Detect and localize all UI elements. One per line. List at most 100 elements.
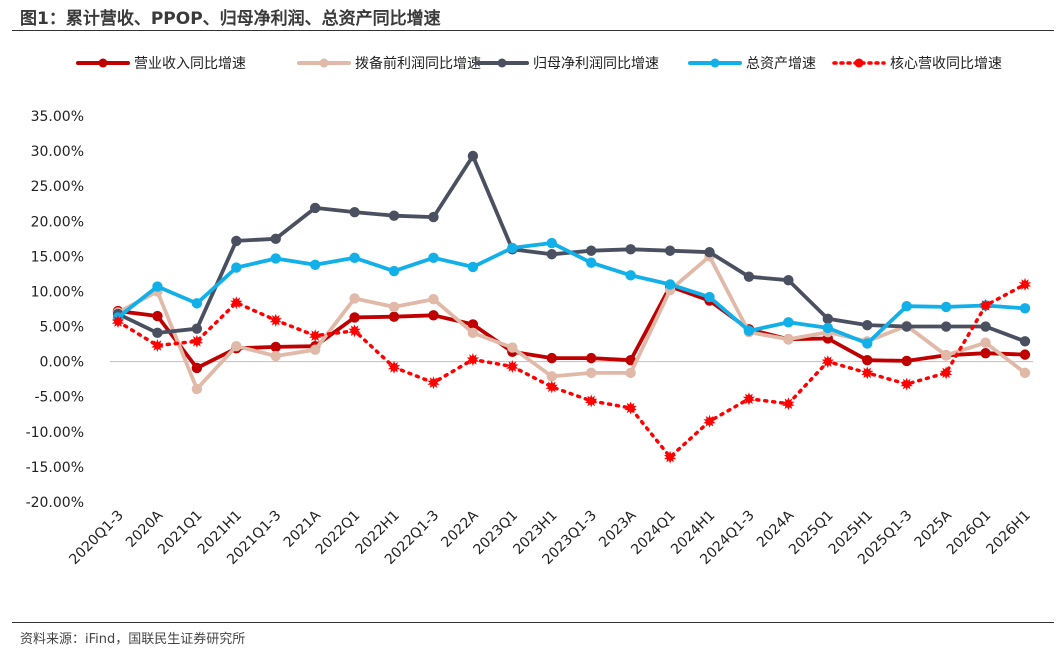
data-point (428, 252, 439, 263)
data-point (388, 265, 400, 277)
data-point (743, 271, 755, 282)
data-point (231, 235, 242, 247)
data-point (664, 245, 676, 256)
series-line (116, 284, 1027, 370)
data-point (270, 341, 281, 353)
data-point (862, 355, 873, 366)
line-chart: 营业收入同比增速 拨备前利润同比增速 归母净利润同比增速 总资产增速 核心营收同比增速 3… (26, 55, 1034, 568)
data-point (861, 366, 874, 380)
data-point (625, 355, 636, 366)
data-point (467, 319, 479, 330)
data-point (152, 281, 163, 292)
data-point (388, 311, 400, 322)
legend-label: 归母净利润同比增速 (533, 55, 659, 72)
data-point (546, 249, 557, 260)
data-point (191, 298, 203, 309)
data-point (782, 397, 795, 411)
y-tick-label: -5.00% (34, 390, 84, 406)
series-5 (111, 277, 1032, 464)
legend: 营业收入同比增速 拨备前利润同比增速 归母净利润同比增速 总资产增速 核心营收同比增速 (76, 55, 1002, 72)
legend-swatch-marker (854, 58, 864, 68)
data-point (940, 321, 952, 332)
data-point (309, 259, 321, 270)
y-tick-label: -10.00% (26, 425, 84, 441)
data-point (269, 313, 282, 327)
data-point (428, 293, 439, 305)
data-point (980, 337, 991, 348)
y-axis-ticks: 35.00% 30.00% 25.00% 20.00% 15.00% 10.00% 5.00… (26, 109, 84, 511)
data-point (152, 310, 163, 322)
legend-swatch-marker (710, 58, 720, 68)
data-point (270, 350, 281, 362)
y-tick-label: 25.00% (31, 179, 84, 195)
legend-swatch-marker (497, 58, 507, 68)
data-point (625, 244, 636, 255)
data-point (309, 329, 322, 343)
data-point (388, 301, 400, 313)
legend-item: 核心营收同比增速 (832, 56, 1002, 72)
data-point (1018, 277, 1032, 291)
data-point (940, 350, 952, 361)
data-point (152, 327, 163, 339)
data-point (428, 211, 439, 223)
series-2 (112, 251, 1031, 395)
data-point (190, 334, 204, 348)
data-point (349, 252, 360, 263)
data-point (624, 401, 637, 415)
legend-item: 总资产增速 (688, 56, 816, 72)
data-point (940, 301, 952, 313)
title-divider (12, 30, 1054, 31)
y-tick-label: 15.00% (31, 249, 84, 265)
x-tick-label: 2026H1 (984, 508, 1034, 558)
y-tick-label: 35.00% (31, 109, 84, 125)
data-point (546, 237, 557, 249)
data-point (191, 383, 203, 395)
data-point (980, 348, 991, 359)
data-point (862, 319, 873, 331)
x-axis-ticks: 2020Q1-32020A2021Q12021H12021Q1-32021A20… (66, 507, 1033, 568)
data-point (349, 206, 360, 218)
y-tick-label: 20.00% (31, 214, 84, 230)
data-point (585, 394, 598, 408)
data-point (586, 257, 597, 268)
data-point (270, 233, 281, 245)
x-tick-label: 2020Q1-3 (66, 508, 126, 568)
data-point (822, 322, 834, 334)
page-title: 图1：累计营收、PPOP、归母净利润、总资产同比增速 (20, 9, 441, 29)
legend-swatch-marker (98, 58, 108, 68)
data-point (467, 327, 479, 339)
data-point (742, 392, 756, 406)
data-point (546, 352, 557, 364)
legend-label: 拨备前利润同比增速 (355, 55, 481, 72)
data-point (427, 376, 440, 390)
data-point (546, 371, 557, 382)
data-point (191, 362, 203, 374)
y-tick-label: 0.00% (40, 355, 84, 371)
data-point (900, 377, 913, 391)
data-point (507, 242, 518, 254)
data-point (862, 338, 873, 349)
data-point (901, 300, 912, 312)
data-point (625, 367, 636, 379)
data-point (704, 246, 715, 258)
data-point (309, 344, 321, 355)
data-point (506, 360, 519, 373)
data-point (349, 293, 360, 304)
data-point (230, 296, 243, 310)
data-point (387, 360, 401, 374)
data-point (703, 414, 716, 428)
legend-label: 营业收入同比增速 (134, 56, 246, 72)
data-point (545, 380, 558, 394)
series-line (116, 282, 1027, 459)
legend-label: 核心营收同比增速 (890, 56, 1002, 72)
y-tick-label: 5.00% (40, 320, 84, 336)
series-line (116, 241, 1027, 346)
data-point (1019, 367, 1031, 379)
y-tick-label: 10.00% (31, 284, 84, 300)
data-point (231, 262, 242, 273)
data-point (586, 245, 597, 256)
data-point (783, 275, 794, 286)
data-point (901, 355, 912, 367)
data-point (743, 325, 755, 336)
